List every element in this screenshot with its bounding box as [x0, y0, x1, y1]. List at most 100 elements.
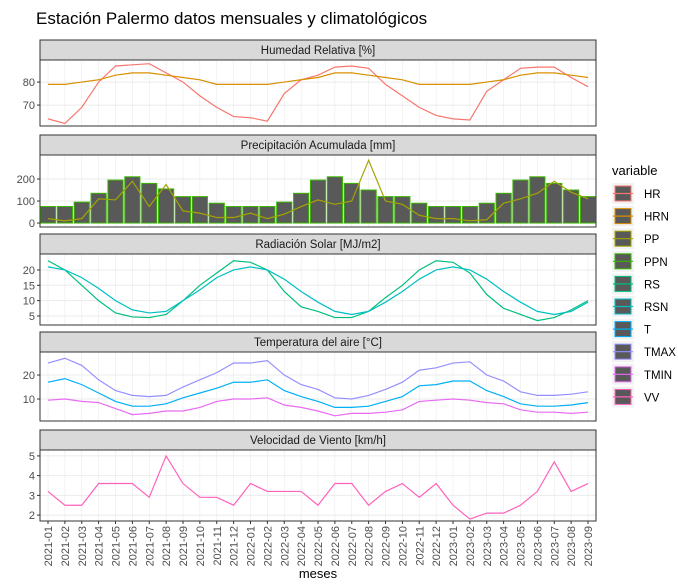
bar	[360, 189, 377, 224]
bar	[326, 176, 343, 224]
x-axis-label: meses	[299, 566, 338, 581]
bar	[124, 176, 141, 224]
chart-title: Estación Palermo datos mensuales y clima…	[36, 9, 427, 28]
legend-label: TMIN	[644, 370, 672, 382]
x-tick-label: 2021-03	[77, 526, 89, 566]
y-tick-label: 3	[29, 490, 35, 502]
bar	[208, 202, 225, 224]
x-tick-label: 2021-05	[111, 526, 123, 566]
bar	[90, 192, 107, 224]
x-tick-label: 2023-09	[583, 526, 595, 566]
y-tick-label: 80	[23, 77, 35, 89]
facet-title: Humedad Relativa [%]	[261, 45, 375, 57]
legend-label: RSN	[644, 302, 668, 314]
legend-label: PP	[644, 234, 660, 246]
x-tick-label: 2021-12	[229, 526, 241, 566]
x-tick-label: 2021-10	[195, 526, 207, 566]
x-tick-label: 2023-03	[482, 526, 494, 566]
bar	[56, 206, 73, 224]
bar	[428, 206, 445, 224]
y-tick-label: 5	[29, 311, 35, 323]
bar	[191, 196, 208, 224]
x-tick-label: 2022-10	[397, 526, 409, 566]
facet-title: Radiación Solar [MJ/m2]	[255, 239, 380, 251]
bar	[563, 189, 580, 224]
x-tick-label: 2021-08	[161, 526, 173, 566]
x-tick-label: 2023-07	[549, 526, 561, 566]
x-tick-label: 2021-09	[178, 526, 190, 566]
bar	[529, 176, 546, 224]
bar	[461, 206, 478, 224]
y-tick-label: 10	[23, 296, 35, 308]
x-tick-label: 2021-07	[144, 526, 156, 566]
line	[47, 454, 589, 520]
line	[48, 72, 589, 85]
x-tick-label: 2022-11	[414, 526, 426, 566]
x-tick-label: 2021-02	[60, 526, 72, 566]
y-tick-label: 10	[23, 394, 35, 406]
y-tick-label: 15	[23, 280, 35, 292]
bar	[73, 201, 90, 224]
x-tick-label: 2022-05	[313, 526, 325, 566]
legend-label: TMAX	[644, 347, 676, 359]
bar	[107, 179, 124, 224]
bar	[411, 202, 428, 224]
legend-label: PPN	[644, 257, 668, 269]
line	[47, 63, 589, 125]
line	[47, 377, 589, 409]
facet-title: Temperatura del aire [°C]	[254, 337, 382, 349]
y-tick-label: 0	[29, 218, 35, 230]
x-tick-label: 2022-03	[279, 526, 291, 566]
y-tick-label: 200	[17, 174, 35, 186]
facet-title: Precipitación Acumulada [mm]	[241, 140, 396, 152]
x-tick-label: 2021-04	[94, 526, 106, 566]
y-tick-label: 100	[17, 196, 35, 208]
legend-label: T	[644, 325, 651, 337]
legend-label: VV	[644, 392, 660, 404]
panel-border	[39, 59, 597, 127]
y-tick-label: 4	[29, 471, 35, 483]
x-tick-label: 2022-02	[262, 526, 274, 566]
x-tick-label: 2023-08	[566, 526, 578, 566]
x-tick-label: 2021-06	[127, 526, 139, 566]
x-tick-label: 2022-04	[296, 526, 308, 566]
line	[47, 260, 589, 322]
line	[47, 266, 589, 316]
x-tick-label: 2023-01	[448, 526, 460, 566]
x-tick-label: 2021-01	[43, 526, 55, 566]
bar	[512, 179, 529, 224]
bar	[377, 196, 394, 224]
panel-border	[39, 154, 597, 228]
facet-title: Velocidad de Viento [km/h]	[250, 435, 386, 447]
bar	[141, 182, 158, 224]
x-tick-label: 2023-06	[532, 526, 544, 566]
y-tick-label: 5	[29, 451, 35, 463]
bar	[39, 206, 57, 224]
bar	[225, 206, 242, 224]
legend-label: HR	[644, 189, 661, 201]
line	[47, 397, 589, 417]
panel-border	[39, 253, 597, 326]
x-tick-label: 2022-09	[381, 526, 393, 566]
bar	[495, 192, 512, 224]
line	[47, 357, 589, 400]
x-tick-label: 2022-06	[330, 526, 342, 566]
line	[47, 158, 589, 222]
bar	[579, 196, 597, 224]
y-tick-label: 2	[29, 510, 35, 522]
panel-border	[39, 351, 597, 422]
bar	[259, 206, 276, 224]
x-tick-label: 2022-07	[347, 526, 359, 566]
legend-title: variable	[612, 163, 658, 178]
bar	[394, 196, 411, 224]
y-tick-label: 20	[23, 370, 35, 382]
x-tick-label: 2022-12	[431, 526, 443, 566]
legend-label: RS	[644, 279, 660, 291]
legend-label: HRN	[644, 212, 669, 224]
bar	[293, 192, 310, 224]
y-tick-label: 70	[23, 100, 35, 112]
bar	[444, 206, 462, 224]
x-tick-label: 2022-01	[246, 526, 258, 566]
bar	[158, 188, 175, 224]
